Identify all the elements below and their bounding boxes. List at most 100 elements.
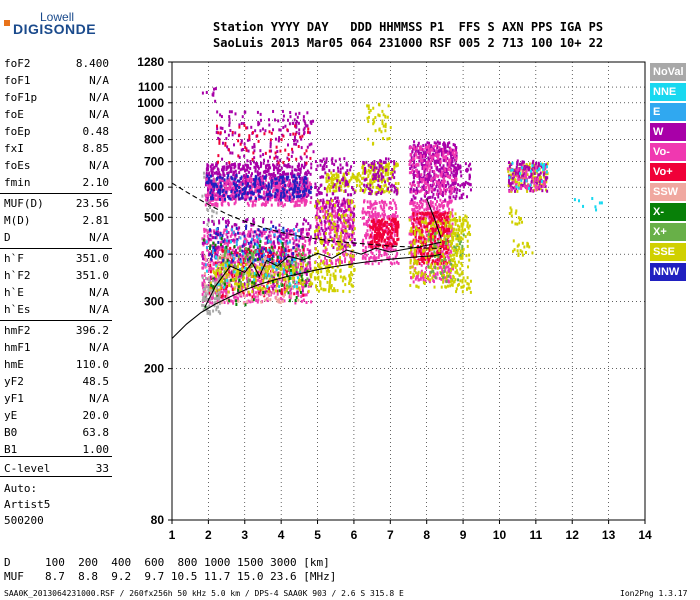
echo-point-nnw — [268, 191, 271, 195]
echo-point-noval — [205, 200, 208, 204]
echo-point-nnw — [212, 246, 215, 250]
echo-point-vo — [316, 212, 319, 216]
echo-point-sse — [359, 188, 362, 192]
echo-point-vo — [251, 177, 254, 181]
echo-point-vo — [383, 200, 386, 204]
echo-point-w — [303, 269, 306, 273]
echo-point-nnw — [206, 174, 209, 178]
param-row-fof1p: foF1p N/A — [4, 91, 109, 108]
echo-point-sse — [266, 269, 269, 273]
param-row-fof1: foF1 N/A — [4, 74, 109, 91]
echo-point-w — [294, 112, 297, 116]
echo-point-nnw — [216, 185, 219, 189]
echo-point-x — [306, 262, 309, 266]
echo-point-vo — [264, 200, 267, 204]
echo-point-vo — [282, 258, 285, 262]
echo-point-noval — [214, 281, 217, 285]
echo-point-w — [287, 172, 290, 176]
echo-point-w — [217, 261, 220, 265]
echo-point-x — [301, 273, 304, 277]
echo-point-w — [310, 122, 313, 126]
echo-point-vo — [383, 213, 386, 217]
echo-point-w — [393, 184, 396, 188]
echo-point-sse — [230, 263, 233, 267]
x-tick-label: 10 — [493, 528, 507, 542]
echo-point-noval — [201, 194, 204, 198]
echo-point-sse — [333, 173, 336, 177]
echo-point-vo — [335, 242, 338, 246]
echo-point-vo — [220, 284, 223, 288]
echo-point-sse — [234, 282, 237, 286]
echo-point-sse — [331, 266, 334, 270]
echo-point-w — [302, 196, 305, 200]
echo-point-w — [285, 164, 288, 168]
echo-point-w — [235, 175, 238, 179]
echo-point-x — [300, 274, 303, 278]
echo-point-w — [259, 118, 262, 122]
echo-point-sse — [219, 286, 222, 290]
echo-point-sse — [358, 180, 361, 184]
echo-point-w — [263, 158, 266, 162]
echo-point-w — [301, 236, 304, 240]
echo-point-w — [252, 217, 255, 221]
echo-point-sse — [388, 162, 391, 166]
echo-point-vo — [256, 273, 259, 277]
echo-point-vo — [385, 231, 388, 235]
echo-point-vo — [260, 203, 263, 207]
echo-point-vo — [268, 293, 271, 297]
param-row-yf1: yF1 N/A — [4, 392, 109, 409]
echo-point-nnw — [286, 190, 289, 194]
echo-point-w — [307, 222, 310, 226]
echo-point-nnw — [282, 226, 285, 230]
echo-point-vo — [206, 231, 209, 235]
echo-point-vo — [375, 244, 378, 248]
echo-point-nnw — [209, 191, 212, 195]
echo-point-vo — [302, 246, 305, 250]
echo-point-vo — [290, 291, 293, 295]
echo-point-sse — [259, 285, 262, 289]
echo-point-noval — [215, 211, 218, 215]
echo-point-w — [323, 167, 326, 171]
echo-point-vo — [228, 179, 231, 183]
echo-point-vo — [343, 236, 346, 240]
echo-point-nnw — [223, 178, 226, 182]
echo-point-vo — [286, 128, 289, 132]
echo-point-w — [279, 232, 282, 236]
echo-point-w — [320, 175, 323, 179]
echo-point-vo — [390, 222, 393, 226]
echo-point-vo — [233, 261, 236, 265]
echo-point-nne — [266, 285, 269, 289]
echo-point-w — [261, 127, 264, 131]
echo-point-nnw — [209, 233, 212, 237]
echo-point-x — [303, 256, 306, 260]
echo-point-vo — [370, 214, 373, 218]
echo-point-vo — [332, 214, 335, 218]
echo-point-ssw — [205, 264, 208, 268]
echo-point-sse — [327, 238, 330, 242]
echo-point-w — [223, 165, 226, 169]
echo-point-nnw — [279, 194, 282, 198]
echo-point-nnw — [257, 189, 260, 193]
echo-point-w — [338, 157, 341, 161]
echo-point-vo — [253, 295, 256, 299]
echo-point-vo — [372, 220, 375, 224]
echo-point-vo — [287, 153, 290, 157]
echo-point-w — [350, 193, 353, 197]
echo-point-vo — [374, 210, 377, 214]
echo-point-vo — [262, 285, 265, 289]
echo-point-sse — [218, 288, 221, 292]
param-name: hmF2 — [4, 324, 31, 337]
echo-point-sse — [325, 180, 328, 184]
echo-point-w — [287, 143, 290, 147]
echo-point-vo — [342, 248, 345, 252]
echo-point-sse — [361, 176, 364, 180]
echo-point-vo — [397, 225, 400, 229]
echo-point-w — [387, 157, 390, 161]
echo-point-vo — [299, 249, 302, 253]
echo-point-x — [261, 249, 264, 253]
echo-point-w — [296, 222, 299, 226]
echo-point-sse — [372, 106, 375, 110]
param-row-hmf1: hmF1 N/A — [4, 341, 109, 358]
echo-point-x — [288, 299, 291, 303]
echo-point-vo — [340, 227, 343, 231]
